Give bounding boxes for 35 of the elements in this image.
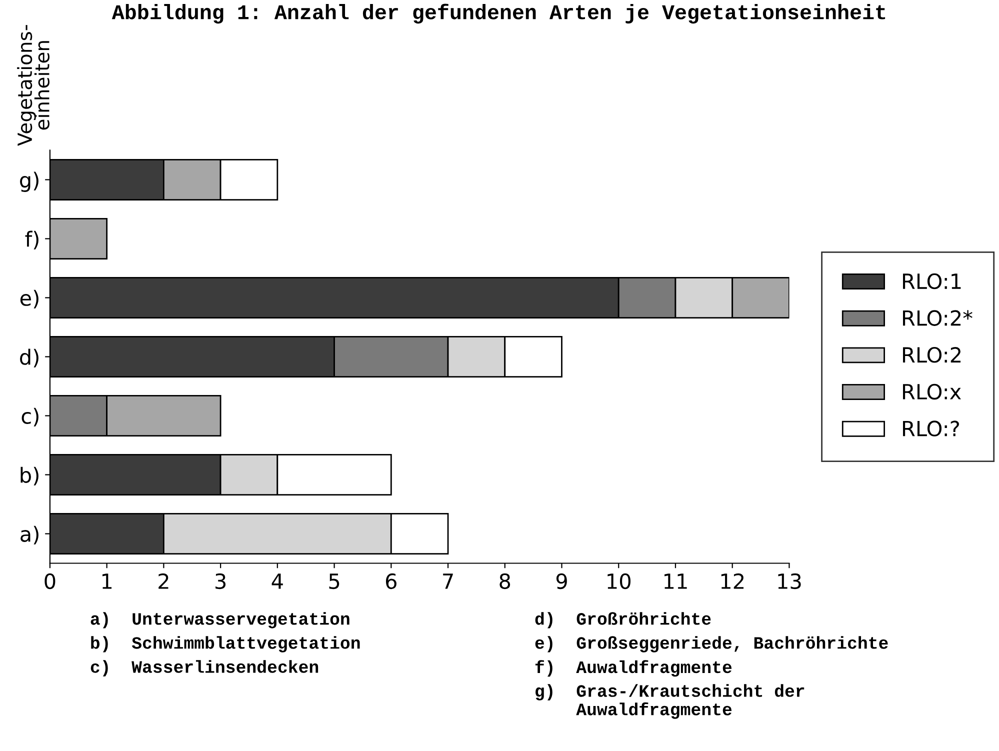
y-tick-label: b) bbox=[20, 466, 38, 486]
x-tick-label: 9 bbox=[556, 573, 567, 590]
x-tick-label: 11 bbox=[664, 574, 687, 589]
text: g) Gras-/Krautschicht der Auwaldfragmente bbox=[536, 684, 804, 719]
y-tick-label: f) bbox=[25, 230, 38, 250]
x-tick-label: 3 bbox=[216, 573, 226, 590]
legend-label: RLO:2 bbox=[903, 347, 961, 363]
y-axis-title: Vegetations- einheiten bbox=[17, 25, 50, 146]
text: b) Schwimmblattvegetation bbox=[91, 636, 360, 652]
chart-title: Abbildung 1: Anzahl der gefundenen Arten je Vegetationseinheit bbox=[112, 4, 886, 24]
text: a) Unterwasservegetation bbox=[90, 612, 350, 628]
x-tick-label: 12 bbox=[721, 573, 744, 589]
x-tick-label: 1 bbox=[102, 574, 112, 589]
x-tick-label: 6 bbox=[386, 573, 396, 590]
x-tick-label: 5 bbox=[329, 574, 340, 590]
x-tick-label: 8 bbox=[500, 573, 510, 590]
legend-label: RLO:1 bbox=[903, 273, 961, 290]
y-tick-label: a) bbox=[20, 526, 38, 544]
legend-label: RLO:2* bbox=[903, 310, 972, 326]
legend-label: RLO:x bbox=[903, 384, 961, 400]
x-tick-label: 2 bbox=[158, 573, 168, 589]
y-tick-label: d) bbox=[20, 348, 38, 368]
y-tick-label: g) bbox=[20, 172, 38, 192]
y-tick-label: c) bbox=[22, 408, 38, 426]
text: c) Wasserlinsendecken bbox=[90, 660, 318, 676]
legend-label: RLO:? bbox=[903, 420, 959, 436]
text: f) Auwaldfragmente bbox=[535, 660, 732, 677]
x-tick-label: 4 bbox=[272, 574, 283, 589]
x-tick-label: 0 bbox=[44, 573, 56, 590]
x-tick-label: 13 bbox=[778, 573, 801, 590]
text: d) Großröhrichte bbox=[535, 612, 711, 628]
text: e) Großseggenriede, Bachröhrichte bbox=[535, 636, 888, 652]
y-tick-label: e) bbox=[20, 290, 38, 308]
x-tick-label: 10 bbox=[608, 573, 630, 590]
x-tick-label: 7 bbox=[443, 574, 453, 589]
